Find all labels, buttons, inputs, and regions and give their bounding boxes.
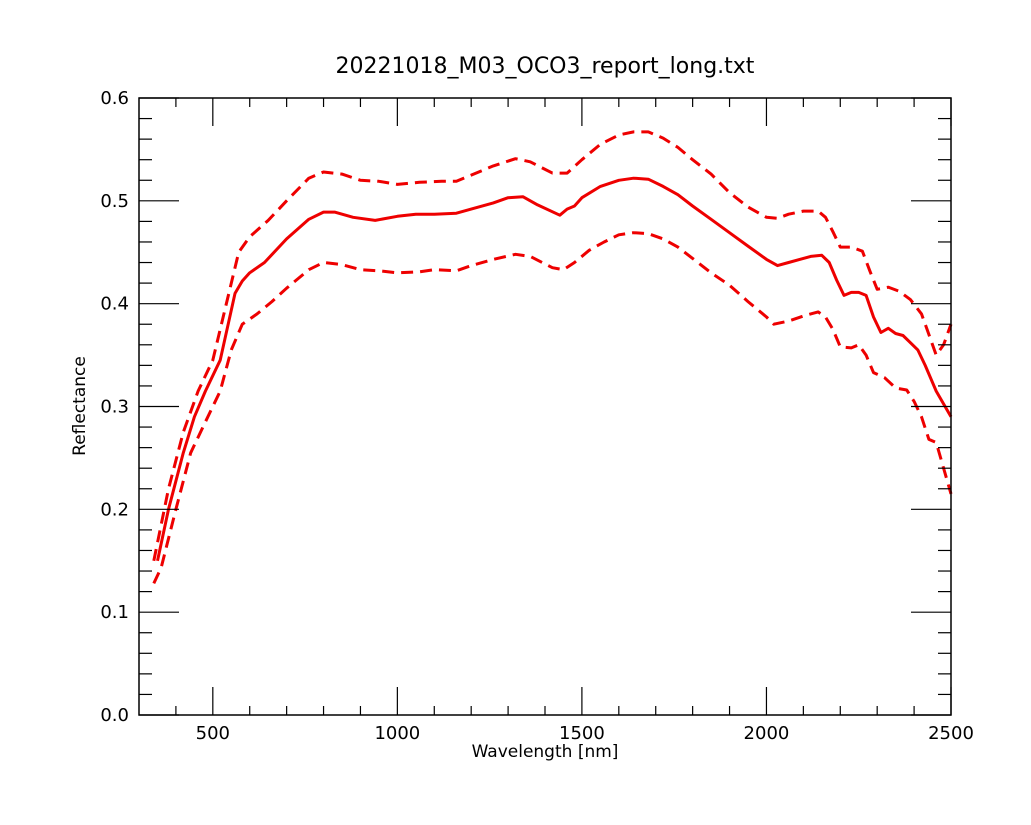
axis-ticks (139, 97, 952, 716)
x-axis-label: Wavelength [nm] (472, 742, 619, 762)
series-line-1 (156, 176, 953, 562)
y-axis-label: Reflectance (70, 356, 90, 456)
plot-area (152, 130, 953, 585)
y-tick-label: 0.2 (100, 499, 129, 520)
x-tick-label: 1500 (559, 723, 605, 744)
y-tick-label: 0.1 (100, 602, 129, 623)
chart-title: 20221018_M03_OCO3_report_long.txt (336, 54, 755, 79)
y-tick-label: 0.6 (100, 88, 129, 109)
series-line-3 (152, 231, 953, 585)
y-tick-label: 0.3 (100, 397, 129, 418)
x-tick-label: 1000 (374, 723, 420, 744)
plot-frame (138, 97, 952, 716)
y-tick-label: 0.4 (100, 294, 129, 315)
axis-tick-labels: 500 1000 1500 2000 2500 0.0 0.1 0.2 0.3 0.4 0.5 0.6 (100, 88, 974, 744)
y-tick-label: 0.0 (100, 705, 129, 726)
y-tick-label: 0.5 (100, 191, 129, 212)
x-tick-label: 2000 (744, 723, 790, 744)
x-tick-label: 2500 (928, 723, 974, 744)
series-line-2 (152, 130, 953, 562)
x-tick-label: 500 (196, 723, 230, 744)
